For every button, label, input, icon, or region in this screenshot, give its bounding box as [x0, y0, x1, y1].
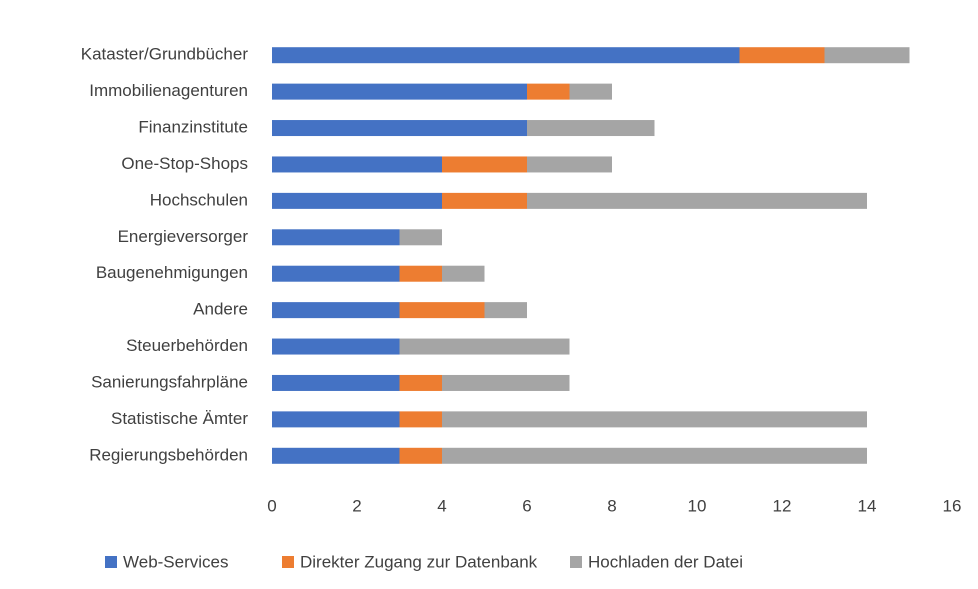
y-tick-label: Sanierungsfahrpläne	[91, 372, 248, 391]
bar-segment	[527, 156, 612, 173]
bar-segment	[272, 302, 400, 319]
y-tick-label: Regierungsbehörden	[89, 445, 248, 464]
bar-segment	[569, 83, 612, 100]
bar-segment	[527, 192, 867, 209]
bar-segment	[739, 47, 825, 64]
bar-segment	[272, 447, 400, 464]
bar-segment	[272, 83, 527, 100]
bar-segment	[442, 192, 527, 209]
y-tick-label: Steuerbehörden	[126, 336, 248, 355]
bar-segment	[442, 411, 867, 428]
x-tick-label: 4	[437, 496, 446, 515]
legend-swatch	[570, 556, 582, 568]
bar-segment	[272, 411, 400, 428]
x-tick-label: 8	[607, 496, 616, 515]
bar-segment	[527, 83, 570, 100]
legend-label: Hochladen der Datei	[588, 552, 743, 571]
bar-segment	[527, 120, 655, 137]
bar-segment	[272, 229, 400, 246]
y-tick-label: Immobilienagenturen	[89, 81, 248, 100]
x-tick-label: 12	[773, 496, 792, 515]
bar-segment	[272, 47, 740, 64]
bar-segment	[399, 229, 442, 246]
y-tick-label: Finanzinstitute	[138, 118, 248, 137]
y-tick-label: Statistische Ämter	[111, 409, 248, 428]
bar-segment	[442, 156, 527, 173]
bar-segment	[272, 120, 527, 137]
y-tick-label: Energieversorger	[118, 227, 249, 246]
y-tick-label: Hochschulen	[150, 190, 248, 209]
bar-segment	[272, 192, 442, 209]
x-tick-label: 14	[858, 496, 877, 515]
y-tick-label: One-Stop-Shops	[121, 154, 248, 173]
bar-segment	[399, 411, 442, 428]
bar-segment	[399, 265, 442, 282]
bar-segment	[399, 447, 442, 464]
legend-label: Web-Services	[123, 552, 229, 571]
x-tick-label: 16	[943, 496, 962, 515]
legend-swatch	[282, 556, 294, 568]
bar-segment	[272, 156, 442, 173]
bar-segment	[824, 47, 910, 64]
y-tick-label: Andere	[193, 300, 248, 319]
bar-segment	[442, 265, 485, 282]
x-tick-label: 0	[267, 496, 276, 515]
legend-swatch	[105, 556, 117, 568]
y-tick-label: Kataster/Grundbücher	[81, 45, 249, 64]
x-tick-label: 2	[352, 496, 361, 515]
bar-segment	[442, 374, 570, 391]
bar-segment	[399, 338, 570, 355]
y-tick-label: Baugenehmigungen	[96, 263, 248, 282]
bar-segment	[272, 374, 400, 391]
legend-label: Direkter Zugang zur Datenbank	[300, 552, 538, 571]
bar-segment	[442, 447, 867, 464]
bar-segment	[484, 302, 527, 319]
bar-segment	[399, 374, 442, 391]
bar-segment	[399, 302, 485, 319]
bar-segment	[272, 265, 400, 282]
x-tick-label: 6	[522, 496, 531, 515]
bar-segment	[272, 338, 400, 355]
x-tick-label: 10	[688, 496, 707, 515]
